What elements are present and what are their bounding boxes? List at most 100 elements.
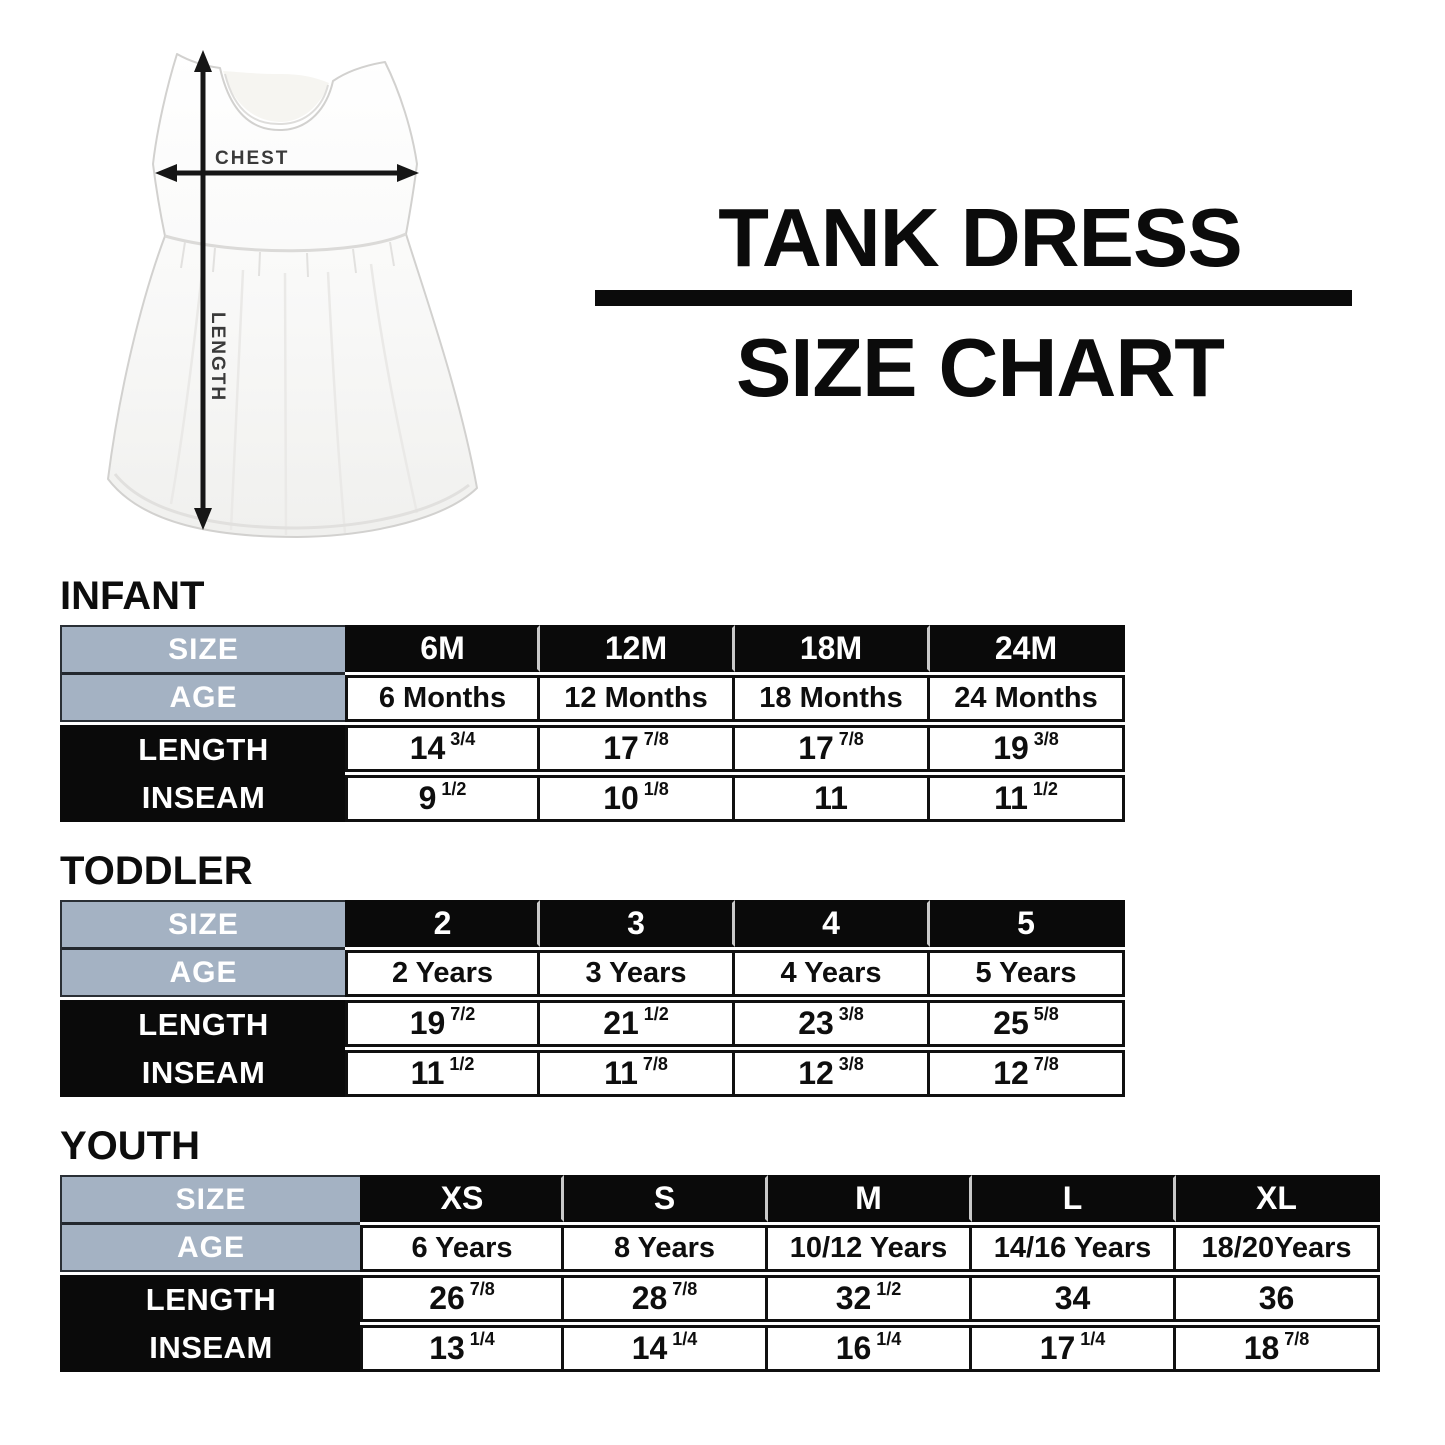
tank-dress-svg: CHEST LENGTH xyxy=(107,50,478,538)
length-value-main: 19 xyxy=(409,1005,446,1041)
label-divider xyxy=(62,1322,360,1325)
label-divider xyxy=(62,672,345,675)
inseam-value-fraction: 1/4 xyxy=(876,1329,902,1349)
inseam-value-main: 10 xyxy=(603,780,639,816)
age-value: 10/12 Years xyxy=(768,1225,972,1272)
row-label-group-size-age: SIZE AGE xyxy=(60,900,345,997)
size-column-header: 24M xyxy=(930,625,1125,672)
product-title: TANK DRESS xyxy=(718,191,1242,284)
row-label-inseam: INSEAM xyxy=(141,1054,266,1090)
length-value-main: 26 xyxy=(429,1280,465,1316)
length-value-main: 21 xyxy=(603,1005,639,1041)
size-column-header: 5 xyxy=(930,900,1125,947)
row-label-inseam: INSEAM xyxy=(149,1329,273,1365)
dress-silhouette xyxy=(107,53,478,538)
length-value-main: 25 xyxy=(993,1005,1029,1041)
inseam-value-fraction: 7/8 xyxy=(1284,1329,1310,1349)
inseam-value: 11 1/2 xyxy=(930,775,1125,822)
section-heading-toddler: TODDLER xyxy=(60,849,253,893)
row-label-group-length-inseam: LENGTH INSEAM xyxy=(60,1275,360,1372)
inseam-value-main: 13 xyxy=(429,1330,465,1366)
length-value: 17 7/8 xyxy=(735,725,930,772)
inseam-value-fraction: 3/8 xyxy=(838,1054,864,1074)
size-column-header: M xyxy=(768,1175,972,1222)
row-label-age: AGE xyxy=(169,680,238,714)
length-value-main: 17 xyxy=(603,730,639,766)
label-divider xyxy=(62,772,345,775)
inseam-value-main: 12 xyxy=(798,1055,834,1091)
size-column-header: 6M xyxy=(345,625,540,672)
inseam-value-fraction: 1/4 xyxy=(469,1329,495,1349)
title-block: TANK DRESS SIZE CHART xyxy=(580,0,1380,440)
inseam-value-fraction: 1/2 xyxy=(1032,779,1058,799)
length-value: 26 7/8 xyxy=(360,1275,564,1322)
inseam-value-fraction: 7/8 xyxy=(1033,1054,1059,1074)
length-value: 32 1/2 xyxy=(768,1275,972,1322)
length-value-fraction: 3/8 xyxy=(838,1004,864,1024)
row-label-size: SIZE xyxy=(175,1182,247,1216)
inseam-value: 9 1/2 xyxy=(345,775,540,822)
length-value: 23 3/8 xyxy=(735,1000,930,1047)
age-value: 14/16 Years xyxy=(972,1225,1176,1272)
length-value-fraction: 3/8 xyxy=(1033,729,1059,749)
inseam-value: 11 xyxy=(735,775,930,822)
size-column-header: 4 xyxy=(735,900,930,947)
length-value: 25 5/8 xyxy=(930,1000,1125,1047)
label-divider xyxy=(62,1047,345,1050)
inseam-value-fraction: 1/8 xyxy=(643,779,669,799)
length-measure-label: LENGTH xyxy=(207,312,228,402)
inseam-value-fraction: 1/2 xyxy=(449,1054,475,1074)
length-value-fraction: 7/8 xyxy=(838,729,864,749)
row-label-group-size-age: SIZE AGE xyxy=(60,1175,360,1272)
gather-ticks xyxy=(180,241,395,278)
length-value-fraction: 5/8 xyxy=(1033,1004,1059,1024)
neck-binding xyxy=(224,73,329,126)
age-value: 6 Years xyxy=(360,1225,564,1272)
age-value: 18/20Years xyxy=(1176,1225,1380,1272)
section-heading-infant: INFANT xyxy=(60,574,205,618)
hem-band xyxy=(113,473,470,530)
age-value: 6 Months xyxy=(345,675,540,722)
inseam-value-main: 11 xyxy=(410,1055,445,1091)
length-value: 19 7/2 xyxy=(345,1000,540,1047)
inseam-value-fraction: 1/2 xyxy=(441,779,467,799)
label-divider xyxy=(62,1222,360,1225)
length-value-main: 14 xyxy=(409,730,446,766)
age-value: 3 Years xyxy=(540,950,735,997)
title-divider xyxy=(595,290,1352,306)
length-value-main: 17 xyxy=(798,730,834,766)
length-value-main: 28 xyxy=(631,1280,668,1316)
size-column-header: 3 xyxy=(540,900,735,947)
length-arrow xyxy=(194,50,212,530)
inseam-value-main: 12 xyxy=(993,1055,1029,1091)
length-value-fraction: 7/8 xyxy=(469,1279,495,1299)
length-value-fraction: 7/2 xyxy=(450,1004,476,1024)
inseam-value: 12 7/8 xyxy=(930,1050,1125,1097)
length-value: 34 xyxy=(972,1275,1176,1322)
inseam-value-fraction: 7/8 xyxy=(642,1054,668,1074)
inseam-value: 18 7/8 xyxy=(1176,1325,1380,1372)
inseam-value-fraction: 1/4 xyxy=(1080,1329,1106,1349)
length-value: 21 1/2 xyxy=(540,1000,735,1047)
length-value: 36 xyxy=(1176,1275,1380,1322)
length-value: 28 7/8 xyxy=(564,1275,768,1322)
length-value-main: 19 xyxy=(993,730,1029,766)
length-value-fraction: 7/8 xyxy=(643,729,669,749)
row-label-length: LENGTH xyxy=(138,1006,269,1042)
size-column-header: 18M xyxy=(735,625,930,672)
skirt-folds xyxy=(169,263,419,536)
row-label-age: AGE xyxy=(176,1230,245,1264)
inseam-value-fraction: 1/4 xyxy=(672,1329,698,1349)
row-label-group-size-age: SIZE AGE xyxy=(60,625,345,722)
inseam-value: 12 3/8 xyxy=(735,1050,930,1097)
length-value-main: 36 xyxy=(1258,1280,1295,1316)
row-label-group-length-inseam: LENGTH INSEAM xyxy=(60,1000,345,1097)
size-table-toddler: SIZE AGE LENGTH INSEAM 2 2 Years 19 7/2 11 1/2 3 3 … xyxy=(60,900,1125,1097)
label-divider xyxy=(62,947,345,950)
inseam-value: 13 1/4 xyxy=(360,1325,564,1372)
row-label-group-length-inseam: LENGTH INSEAM xyxy=(60,725,345,822)
length-value-main: 32 xyxy=(835,1280,872,1316)
size-table-youth: SIZE AGE LENGTH INSEAM XS 6 Years 26 7/8 13 1/4 S 8… xyxy=(60,1175,1380,1372)
waist-seam xyxy=(164,232,407,253)
